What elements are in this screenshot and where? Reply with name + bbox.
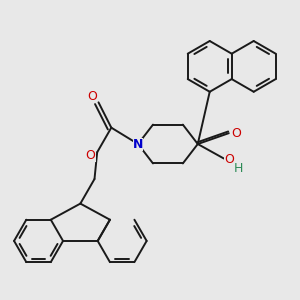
Text: O: O [88, 90, 98, 103]
Text: N: N [133, 137, 143, 151]
Text: O: O [224, 153, 234, 166]
Text: O: O [86, 149, 95, 162]
Text: O: O [231, 127, 241, 140]
Text: H: H [234, 163, 244, 176]
